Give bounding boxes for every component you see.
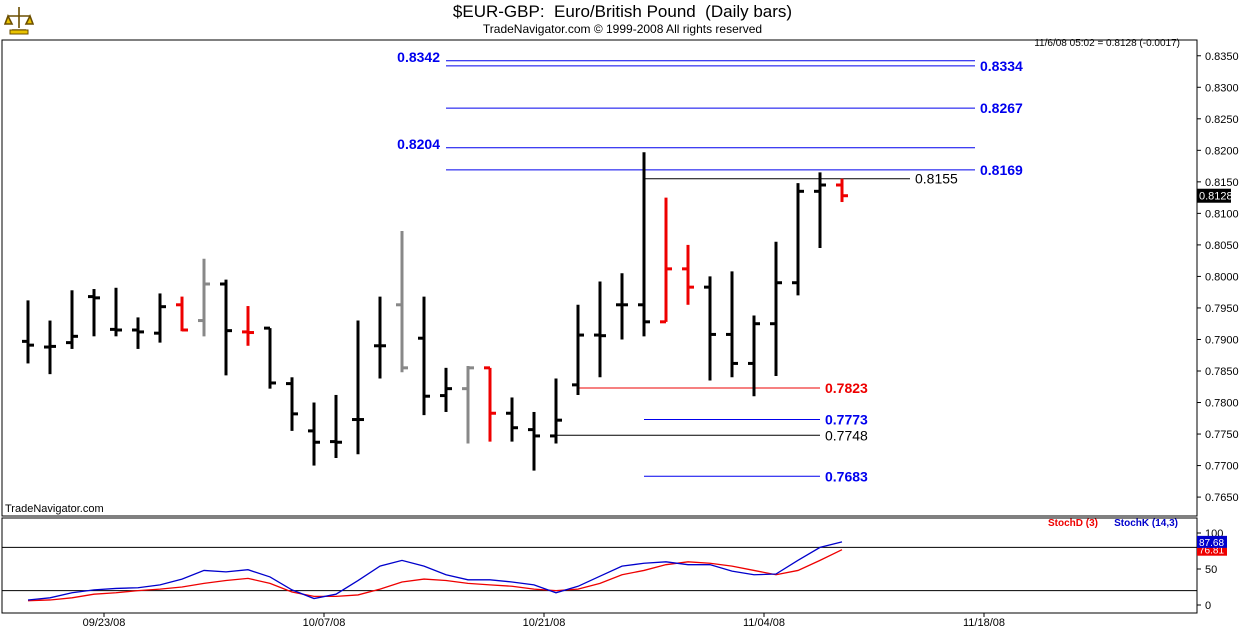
- price-bar: [264, 326, 276, 389]
- y-tick-label: 0.8200: [1205, 145, 1239, 157]
- price-bar: [44, 320, 56, 375]
- last-price-box: [1197, 188, 1231, 203]
- level-label: 0.7773: [825, 412, 868, 428]
- y-tick-label: 0.7800: [1205, 398, 1239, 410]
- price-bar: [198, 258, 210, 337]
- level-label: 0.7823: [825, 380, 868, 396]
- y-tick-label: 0.8150: [1205, 177, 1239, 189]
- level-label: 0.7683: [825, 468, 868, 484]
- y-tick-label: 0.8250: [1205, 114, 1239, 126]
- level-label: 0.8267: [980, 100, 1023, 116]
- price-bar: [836, 178, 848, 203]
- price-bar: [154, 293, 166, 343]
- stoch-series-line: [27, 549, 843, 602]
- price-bar: [814, 172, 826, 249]
- price-bar: [594, 281, 606, 378]
- price-bar: [616, 273, 628, 340]
- price-bar: [660, 197, 672, 324]
- y-tick-label: 0.8000: [1205, 271, 1239, 283]
- price-bar: [726, 271, 738, 378]
- level-label: 0.8204: [397, 136, 440, 152]
- price-bar: [462, 365, 474, 444]
- main-plot-frame: [1, 39, 1198, 517]
- last-price-label: 0.8128: [1199, 191, 1233, 203]
- price-bar: [440, 367, 452, 412]
- last-quote-label: 11/6/08 05:02 = 0.8128 (-0.0017): [1034, 38, 1180, 49]
- price-bar: [110, 287, 122, 337]
- copyright-text: TradeNavigator.com © 1999-2008 All right…: [482, 22, 763, 36]
- price-bar: [682, 244, 694, 305]
- price-bar: [638, 152, 650, 337]
- chart-title: $EUR-GBP: Euro/British Pound (Daily bars…: [452, 2, 793, 21]
- level-label: 0.8342: [397, 49, 440, 65]
- price-bar: [704, 276, 716, 381]
- stochastic-plot-frame: [1, 517, 1198, 614]
- level-label: 0.7748: [825, 427, 868, 443]
- level-label: 0.8334: [980, 58, 1023, 74]
- price-bar: [220, 279, 232, 376]
- y-tick-label: 0.8050: [1205, 240, 1239, 252]
- y-tick-label: 0.8100: [1205, 208, 1239, 220]
- price-bar: [88, 289, 100, 337]
- price-bar: [66, 290, 78, 349]
- y-tick-label: 0.7700: [1205, 461, 1239, 473]
- stoch-series-line: [27, 541, 843, 601]
- price-bar: [352, 320, 364, 455]
- price-bar: [396, 231, 408, 373]
- logo: [4, 4, 34, 36]
- price-bar: [484, 366, 496, 442]
- x-tick-label: 11/04/08: [743, 617, 785, 629]
- price-bar: [308, 402, 320, 466]
- price-bar: [22, 300, 34, 364]
- y-tick-label: 0.8350: [1205, 51, 1239, 63]
- price-bar: [748, 315, 760, 397]
- stoch-y-tick-label: 0: [1205, 600, 1211, 612]
- stoch-legend-d: StochD (3): [1048, 518, 1098, 529]
- level-label: 0.8169: [980, 162, 1023, 178]
- price-bar: [550, 378, 562, 444]
- x-tick-label: 10/21/08: [523, 617, 566, 629]
- level-label: 0.8155: [915, 171, 958, 187]
- y-tick-label: 0.7950: [1205, 303, 1239, 315]
- y-tick-label: 0.7850: [1205, 366, 1239, 378]
- price-bar: [770, 241, 782, 377]
- stoch-last-value-label: 87.68: [1199, 538, 1224, 549]
- price-bar: [374, 296, 386, 379]
- price-bar: [572, 304, 584, 395]
- stoch-last-value-label: 76.81: [1199, 546, 1224, 557]
- y-tick-label: 0.7650: [1205, 492, 1239, 504]
- y-tick-label: 0.7750: [1205, 429, 1239, 441]
- price-bar: [792, 183, 804, 296]
- price-bar: [528, 411, 540, 471]
- price-bar: [418, 296, 430, 416]
- y-tick-label: 0.7900: [1205, 334, 1239, 346]
- stoch-last-value-box: [1197, 535, 1227, 548]
- y-tick-label: 0.8300: [1205, 82, 1239, 94]
- x-tick-label: 10/07/08: [303, 617, 346, 629]
- price-bar: [330, 394, 342, 458]
- x-tick-label: 09/23/08: [83, 617, 126, 629]
- price-bar: [506, 397, 518, 442]
- watermark-text: TradeNavigator.com: [5, 503, 104, 515]
- price-bar: [286, 377, 298, 431]
- price-bar: [132, 317, 144, 349]
- price-bar: [242, 306, 254, 346]
- stoch-legend-k: StochK (14,3): [1114, 518, 1178, 529]
- price-bar: [176, 296, 188, 332]
- stoch-y-tick-label: 50: [1205, 564, 1217, 576]
- x-tick-label: 11/18/08: [963, 617, 1005, 629]
